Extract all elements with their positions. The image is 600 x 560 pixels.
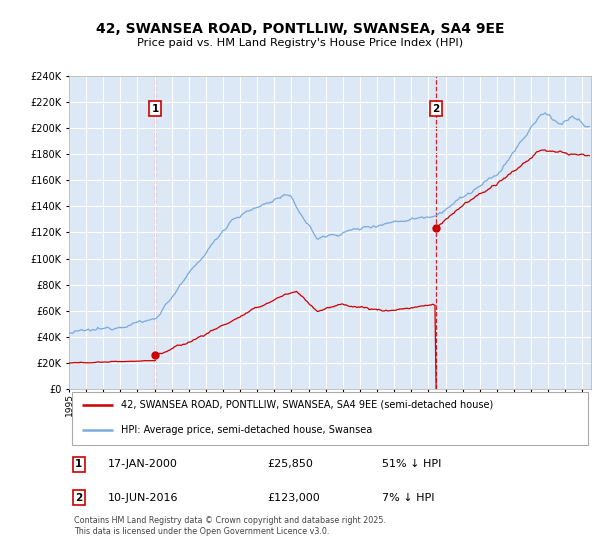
Text: Contains HM Land Registry data © Crown copyright and database right 2025.
This d: Contains HM Land Registry data © Crown c… [74,516,386,535]
Text: 7% ↓ HPI: 7% ↓ HPI [382,493,434,503]
Text: £25,850: £25,850 [268,459,313,469]
Text: 1: 1 [75,459,83,469]
Text: 42, SWANSEA ROAD, PONTLLIW, SWANSEA, SA4 9EE: 42, SWANSEA ROAD, PONTLLIW, SWANSEA, SA4… [96,22,504,36]
Text: 1: 1 [152,104,159,114]
FancyBboxPatch shape [71,391,589,445]
Text: 51% ↓ HPI: 51% ↓ HPI [382,459,442,469]
Text: HPI: Average price, semi-detached house, Swansea: HPI: Average price, semi-detached house,… [121,425,373,435]
Text: 10-JUN-2016: 10-JUN-2016 [108,493,179,503]
Text: Price paid vs. HM Land Registry's House Price Index (HPI): Price paid vs. HM Land Registry's House … [137,38,463,48]
Text: 2: 2 [75,493,83,503]
Text: 2: 2 [433,104,440,114]
Text: £123,000: £123,000 [268,493,320,503]
Text: 17-JAN-2000: 17-JAN-2000 [108,459,178,469]
Text: 42, SWANSEA ROAD, PONTLLIW, SWANSEA, SA4 9EE (semi-detached house): 42, SWANSEA ROAD, PONTLLIW, SWANSEA, SA4… [121,400,493,410]
